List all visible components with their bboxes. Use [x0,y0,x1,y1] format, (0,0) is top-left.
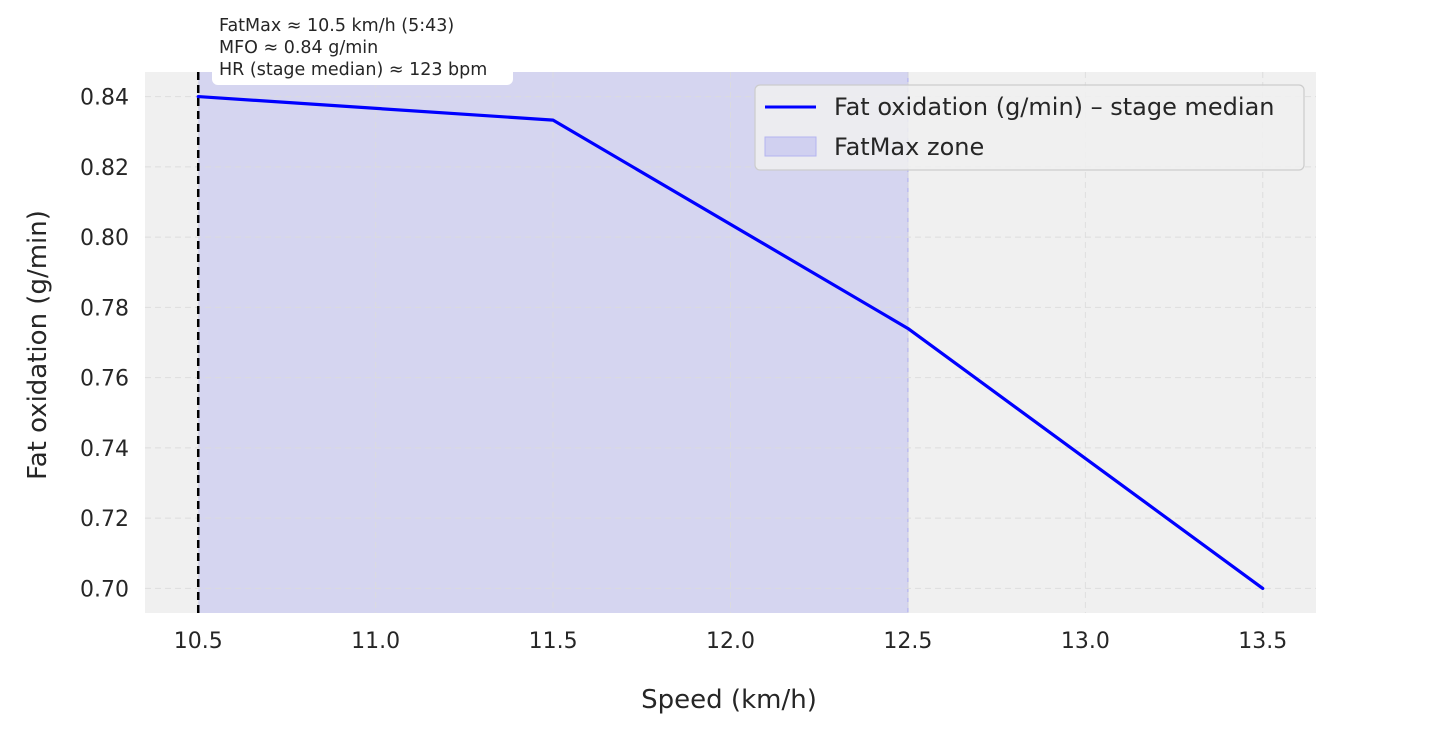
y-tick-label: 0.84 [80,86,129,111]
y-tick-label: 0.72 [80,507,129,532]
fat-oxidation-line [196,94,1265,591]
legend-entry-fat-oxidation: Fat oxidation (g/min) – stage median [834,93,1274,121]
fatmax-annotation: FatMax ≈ 10.5 km/h (5:43) MFO ≈ 0.84 g/m… [212,10,513,85]
x-tick-label: 11.5 [529,629,578,654]
y-tick-label: 0.78 [80,296,129,321]
legend-entry-fatmax-zone: FatMax zone [834,133,984,161]
x-tick-label: 11.0 [351,629,400,654]
annotation-line-mfo: MFO ≈ 0.84 g/min [219,38,378,58]
legend: Fat oxidation (g/min) – stage median Fat… [754,84,1305,171]
legend-frame [754,84,1305,171]
annotation-line-hr: HR (stage median) ≈ 123 bpm [219,60,487,80]
y-tick-label: 0.70 [80,577,129,602]
annotation-line-fatmax: FatMax ≈ 10.5 km/h (5:43) [219,16,454,36]
y-tick-label: 0.82 [80,156,129,181]
x-tick-label: 12.0 [706,629,755,654]
x-axis-label: Speed (km/h) [641,685,817,715]
x-tick-label: 10.5 [174,629,223,654]
x-tick-label: 13.0 [1061,629,1110,654]
y-tick-label: 0.80 [80,226,129,251]
y-tick-label: 0.74 [80,437,129,462]
x-tick-label: 13.5 [1238,629,1287,654]
y-tick-label: 0.76 [80,367,129,392]
legend-zone-swatch [764,136,817,157]
annotation-box [212,10,513,85]
y-axis-label: Fat oxidation (g/min) [23,210,53,480]
x-tick-label: 12.5 [883,629,932,654]
